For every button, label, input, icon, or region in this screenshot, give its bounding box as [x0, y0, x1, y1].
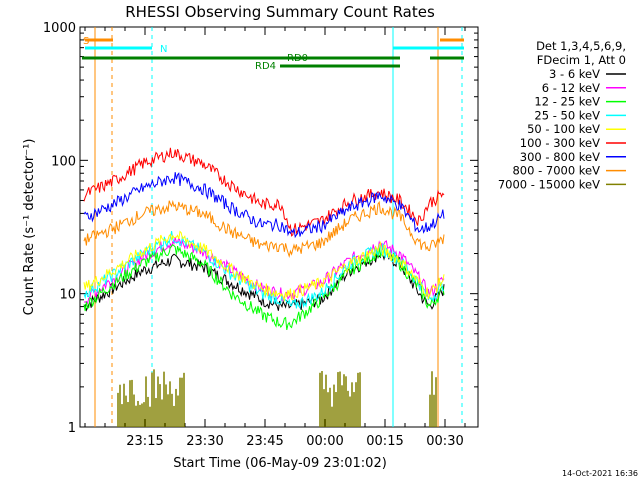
x-tick-label: 00:00 [306, 434, 343, 449]
legend-entry-label: 800 - 7000 keV [512, 164, 600, 178]
y-tick-label: 10 [59, 288, 76, 303]
y-tick-label: 1000 [43, 21, 76, 36]
plot-frame [79, 26, 479, 428]
x-tick-label: 23:15 [126, 434, 163, 449]
legend-entry-label: 3 - 6 keV [549, 67, 600, 81]
series-line [83, 249, 445, 312]
y-tick-label: 1 [68, 421, 76, 436]
x-axis: 23:15 23:30 23:45 00:00 00:15 00:30 [84, 27, 466, 449]
series-line [83, 147, 445, 237]
series-line [83, 230, 445, 303]
x-tick-label: 23:45 [246, 434, 283, 449]
y-axis-label: Count Rate (s⁻¹ detector⁻¹) [22, 139, 37, 316]
legend-entry-label: 300 - 800 keV [520, 150, 600, 164]
x-axis-label: Start Time (06-May-09 23:01:02) [173, 456, 387, 471]
y-tick-label: 100 [51, 154, 76, 169]
series-line [83, 172, 445, 239]
legend-entry-label: 100 - 300 keV [520, 136, 600, 150]
rd0-label: RD0 [287, 53, 308, 64]
saa-label: S [83, 36, 89, 47]
legend-entry-label: 25 - 50 keV [534, 108, 600, 122]
legend-entry-label: 50 - 100 keV [527, 122, 600, 136]
x-tick-label: 00:15 [366, 434, 403, 449]
legend-entry-label: 6 - 12 keV [542, 81, 600, 95]
series-line [83, 199, 445, 259]
footer-date: 14-Oct-2021 16:36 [562, 469, 638, 478]
legend-header-settings: FDecim 1, Att 0 [537, 53, 626, 67]
chart-title: RHESSI Observing Summary Count Rates [125, 3, 435, 21]
data-series [83, 147, 445, 427]
legend-header-detectors: Det 1,3,4,5,6,9, [536, 39, 626, 53]
x-tick-label: 00:30 [426, 434, 463, 449]
rd4-label: RD4 [255, 61, 276, 72]
y-axis: 1 10 100 1000 [43, 21, 478, 436]
legend-entry-label: 12 - 25 keV [534, 95, 600, 109]
status-overlays: S N RD0 RD4 [82, 27, 464, 427]
x-tick-label: 23:30 [186, 434, 223, 449]
legend-entry-label: 7000 - 15000 keV [498, 177, 600, 191]
legend: Det 1,3,4,5,6,9, FDecim 1, Att 0 3 - 6 k… [498, 39, 626, 191]
series-line [83, 236, 445, 305]
night-label: N [160, 44, 167, 55]
